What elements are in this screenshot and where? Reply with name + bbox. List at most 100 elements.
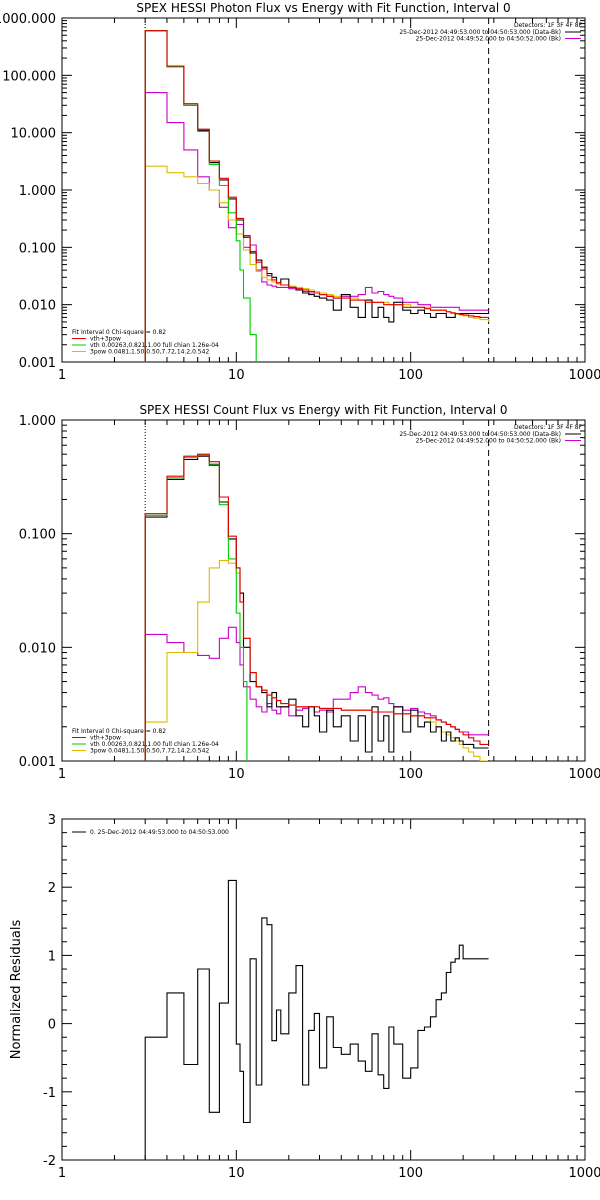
- data-point: [246, 1122, 247, 1123]
- data-point: [421, 1030, 422, 1031]
- x-tick-label: 1000: [568, 368, 600, 383]
- data-point: [406, 731, 407, 732]
- data-point: [361, 317, 362, 318]
- data-point: [299, 288, 300, 289]
- data-point: [305, 1084, 306, 1085]
- data-point: [374, 711, 375, 712]
- data-point: [200, 602, 201, 603]
- data-point: [374, 302, 375, 303]
- data-point: [452, 317, 453, 318]
- y-tick-label: 10.000: [11, 127, 57, 142]
- data-point: [179, 477, 180, 478]
- data-point: [457, 313, 458, 314]
- data-point: [274, 692, 275, 693]
- data-point: [284, 703, 285, 704]
- x-tick-label: 1000: [568, 767, 600, 782]
- legend-entry: vth+3pow: [90, 735, 121, 742]
- data-point: [448, 311, 449, 312]
- data-point: [465, 310, 466, 311]
- data-point: [278, 713, 279, 714]
- data-point: [374, 292, 375, 293]
- y-tick-label: 1000.000: [0, 12, 56, 27]
- data-point: [305, 288, 306, 289]
- data-point: [258, 262, 259, 263]
- data-point: [230, 563, 231, 564]
- data-point: [256, 367, 257, 368]
- data-point: [292, 715, 293, 716]
- data-point: [329, 1016, 330, 1017]
- data-point: [471, 958, 472, 959]
- data-point: [465, 747, 466, 748]
- data-point: [414, 715, 415, 716]
- data-point: [361, 294, 362, 295]
- data-point: [406, 710, 407, 711]
- data-point: [323, 731, 324, 732]
- data-point: [211, 658, 212, 659]
- data-point: [398, 304, 399, 305]
- data-point: [380, 307, 381, 308]
- data-point: [258, 270, 259, 271]
- data-point: [278, 282, 279, 283]
- data-point: [386, 697, 387, 698]
- data-point: [200, 176, 201, 177]
- data-point: [292, 705, 293, 706]
- data-point: [438, 313, 439, 314]
- data-point: [292, 992, 293, 993]
- data-point: [354, 296, 355, 297]
- data-point: [323, 294, 324, 295]
- data-point: [150, 513, 151, 514]
- data-point: [206, 655, 207, 656]
- data-point: [206, 602, 207, 603]
- data-point: [292, 699, 293, 700]
- data-point: [221, 496, 222, 497]
- data-point: [187, 459, 188, 460]
- data-point: [484, 313, 485, 314]
- data-point: [316, 1013, 317, 1014]
- data-point: [226, 560, 227, 561]
- data-point: [226, 185, 227, 186]
- data-point: [226, 1003, 227, 1004]
- data-point: [216, 164, 217, 165]
- data-point: [386, 302, 387, 303]
- data-point: [238, 567, 239, 568]
- data-point: [329, 296, 330, 297]
- data-point: [211, 162, 212, 163]
- data-point: [211, 189, 212, 190]
- data-point: [226, 496, 227, 497]
- plot-frame: [61, 17, 586, 363]
- data-point: [380, 711, 381, 712]
- x-tick-label: 10: [228, 368, 245, 383]
- data-point: [323, 708, 324, 709]
- x-tick-label: 10: [228, 767, 245, 782]
- x-tick-label: 100: [398, 767, 423, 782]
- data-point: [230, 198, 231, 199]
- data-point: [211, 465, 212, 466]
- data-point: [488, 958, 489, 959]
- data-point: [161, 517, 162, 518]
- data-point: [391, 703, 392, 704]
- data-point: [246, 298, 247, 299]
- data-point: [241, 664, 242, 665]
- series-line-residuals: [144, 879, 489, 1160]
- data-point: [216, 189, 217, 190]
- data-point: [171, 479, 172, 480]
- data-point: [234, 627, 235, 628]
- data-point: [150, 92, 151, 93]
- data-point: [200, 454, 201, 455]
- legend-entry: 3pow 0.0481,1.50,0.50,7.72,14.2,0.542: [90, 349, 209, 356]
- data-point: [238, 573, 239, 574]
- series-data: [144, 455, 489, 761]
- data-point: [398, 713, 399, 714]
- data-point: [230, 212, 231, 213]
- data-point: [230, 197, 231, 198]
- data-point: [216, 463, 217, 464]
- data-point: [238, 240, 239, 241]
- data-point: [253, 252, 254, 253]
- data-point: [329, 300, 330, 301]
- data-point: [427, 717, 428, 718]
- data-point: [278, 287, 279, 288]
- y-tick-label: -1: [43, 1086, 56, 1101]
- data-point: [211, 567, 212, 568]
- legend-header: Fit Interval 0 Chi-square = 0.82: [72, 728, 166, 735]
